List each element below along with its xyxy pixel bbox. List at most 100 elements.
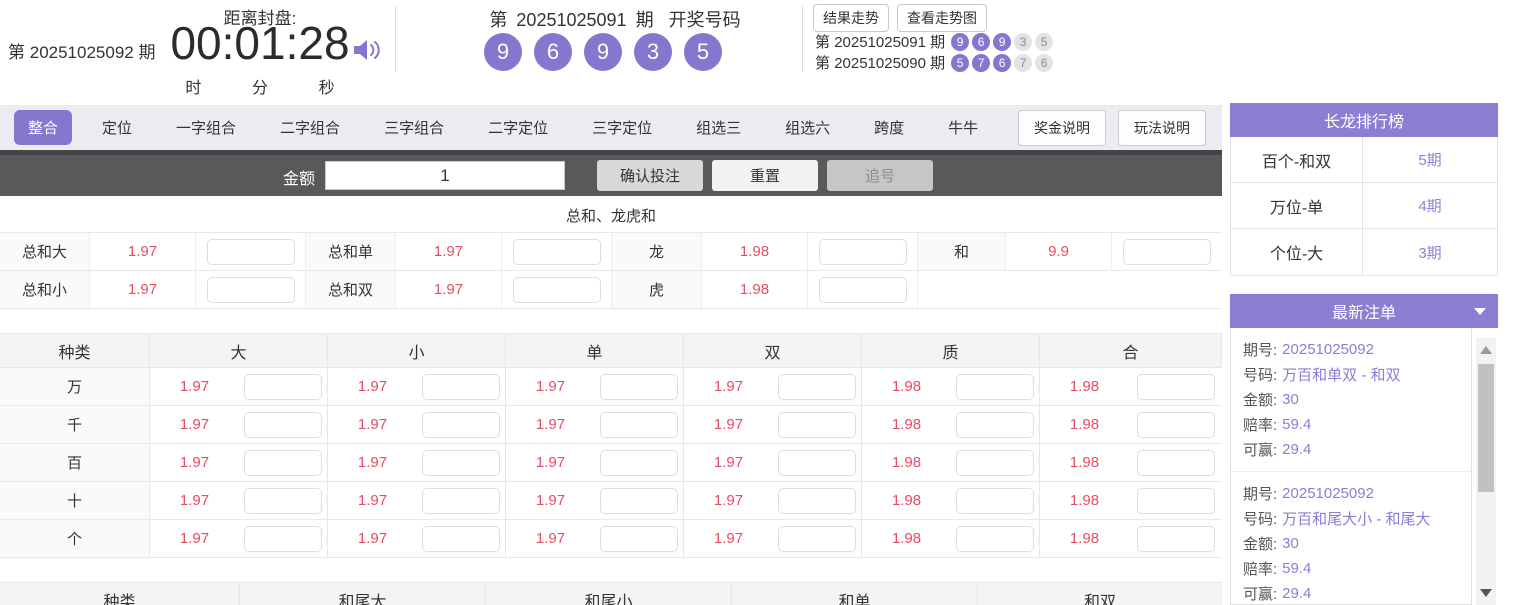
bet-input[interactable] xyxy=(422,411,500,438)
bet-input[interactable] xyxy=(956,525,1034,552)
column-header: 和尾小 xyxy=(486,583,732,605)
dragon-rank-row[interactable]: 百个-和双 5期 xyxy=(1231,137,1497,183)
bet-input[interactable] xyxy=(244,373,322,400)
column-header: 和双 xyxy=(978,583,1222,605)
odds-value: 1.98 xyxy=(862,482,951,520)
chase-number-button[interactable]: 追号 xyxy=(827,160,933,191)
tab-niuniu[interactable]: 牛牛 xyxy=(948,120,979,137)
scrollbar-thumb[interactable] xyxy=(1478,364,1494,492)
rules-info-button[interactable]: 玩法说明 xyxy=(1118,109,1206,146)
odds-value: 1.98 xyxy=(862,520,951,558)
odds-value: 1.97 xyxy=(328,482,417,520)
bet-input[interactable] xyxy=(512,276,601,303)
bet-input[interactable] xyxy=(818,276,907,303)
confirm-bet-button[interactable]: 确认投注 xyxy=(597,160,703,191)
speaker-icon[interactable] xyxy=(352,36,382,64)
bet-input[interactable] xyxy=(956,449,1034,476)
order-amount: 30 xyxy=(1282,391,1299,408)
countdown-label: 距离封盘: xyxy=(223,9,297,28)
sum-tail-table: 种类 和尾大 和尾小 和单 和双 xyxy=(0,582,1222,605)
scroll-down-icon[interactable] xyxy=(1480,589,1492,597)
bet-input[interactable] xyxy=(778,373,856,400)
bet-input[interactable] xyxy=(422,373,500,400)
history-ball: 5 xyxy=(951,53,970,72)
amount-input[interactable] xyxy=(325,161,565,190)
tab-yizi-zuhe[interactable]: 一字组合 xyxy=(176,120,237,137)
odds-value: 1.98 xyxy=(1040,368,1129,406)
result-trend-button[interactable]: 结果走势 xyxy=(813,4,889,32)
amount-label: 金额 xyxy=(283,171,316,188)
bet-input[interactable] xyxy=(778,487,856,514)
bet-input[interactable] xyxy=(1123,238,1211,265)
bet-input[interactable] xyxy=(600,525,678,552)
view-trend-chart-button[interactable]: 查看走势图 xyxy=(897,4,987,32)
column-header: 大 xyxy=(150,334,328,368)
bet-input[interactable] xyxy=(206,238,295,265)
latest-orders-panel: 最新注单 期号: 20251025092 号码: 万百和单双 - 和双 金额: 30 … xyxy=(1230,294,1498,605)
bet-input[interactable] xyxy=(206,276,295,303)
draw-ball: 9 xyxy=(584,33,622,71)
bet-input[interactable] xyxy=(244,525,322,552)
dragon-rank-row[interactable]: 万位-单 4期 xyxy=(1231,183,1497,229)
reset-button[interactable]: 重置 xyxy=(712,160,818,191)
tab-erzi-zuhe[interactable]: 二字组合 xyxy=(280,120,341,137)
history-ball: 6 xyxy=(1035,53,1054,72)
order-odds: 59.4 xyxy=(1282,560,1312,577)
bet-input[interactable] xyxy=(818,238,907,265)
history-ball: 6 xyxy=(993,53,1012,72)
scrollbar[interactable] xyxy=(1476,338,1496,605)
dragon-rank-row[interactable]: 个位-大 3期 xyxy=(1231,229,1497,275)
bet-input[interactable] xyxy=(956,373,1034,400)
row-label: 千 xyxy=(0,406,150,444)
tab-dingwei[interactable]: 定位 xyxy=(102,120,133,137)
bet-input[interactable] xyxy=(600,411,678,438)
history-results: 第 20251025091 期 9 6 9 3 5 第 20251025090 … xyxy=(815,31,1054,73)
bet-input[interactable] xyxy=(422,487,500,514)
tab-sanzi-dingwei[interactable]: 三字定位 xyxy=(592,120,653,137)
bet-type-label: 总和大 xyxy=(0,233,90,271)
odds-value: 1.97 xyxy=(150,406,239,444)
odds-value: 1.98 xyxy=(702,271,808,309)
bet-input[interactable] xyxy=(512,238,601,265)
prize-info-button[interactable]: 奖金说明 xyxy=(1018,109,1106,146)
odds-value: 1.97 xyxy=(150,368,239,406)
bet-input[interactable] xyxy=(956,411,1034,438)
tab-zhenghe[interactable]: 整合 xyxy=(14,110,73,145)
bet-input[interactable] xyxy=(600,373,678,400)
bet-input[interactable] xyxy=(600,449,678,476)
bet-input[interactable] xyxy=(956,487,1034,514)
bet-input[interactable] xyxy=(1136,373,1215,400)
tab-erzi-dingwei[interactable]: 二字定位 xyxy=(488,120,549,137)
tab-zuxuan-san[interactable]: 组选三 xyxy=(696,120,742,137)
bet-input[interactable] xyxy=(778,525,856,552)
order-issue: 20251025092 xyxy=(1282,485,1374,502)
dragon-rank-title: 长龙排行榜 xyxy=(1230,103,1498,137)
bet-input[interactable] xyxy=(1136,411,1215,438)
bet-input[interactable] xyxy=(244,411,322,438)
tab-zuxuan-liu[interactable]: 组选六 xyxy=(785,120,831,137)
streak-name: 万位-单 xyxy=(1231,183,1363,228)
bet-input[interactable] xyxy=(422,449,500,476)
bet-input[interactable] xyxy=(244,487,322,514)
history-ball: 7 xyxy=(1014,53,1033,72)
odds-value: 1.97 xyxy=(506,406,595,444)
bet-input[interactable] xyxy=(244,449,322,476)
odds-value: 1.97 xyxy=(506,520,595,558)
bet-input[interactable] xyxy=(1136,487,1215,514)
row-label: 十 xyxy=(0,482,150,520)
tab-kuadu[interactable]: 跨度 xyxy=(874,120,905,137)
bet-input[interactable] xyxy=(422,525,500,552)
bet-input[interactable] xyxy=(778,411,856,438)
bet-input[interactable] xyxy=(778,449,856,476)
tab-sanzi-zuhe[interactable]: 三字组合 xyxy=(384,120,445,137)
bet-input[interactable] xyxy=(1136,449,1215,476)
bet-input[interactable] xyxy=(1136,525,1215,552)
scroll-up-icon[interactable] xyxy=(1480,346,1492,354)
bet-input[interactable] xyxy=(600,487,678,514)
countdown-timer: 00:01:28 xyxy=(170,17,350,69)
history-ball: 6 xyxy=(972,32,991,51)
caret-down-icon[interactable] xyxy=(1474,308,1486,315)
countdown-units: 时 分 秒 xyxy=(185,80,335,97)
draw-ball: 6 xyxy=(534,33,572,71)
bet-type-label: 总和双 xyxy=(306,271,396,309)
